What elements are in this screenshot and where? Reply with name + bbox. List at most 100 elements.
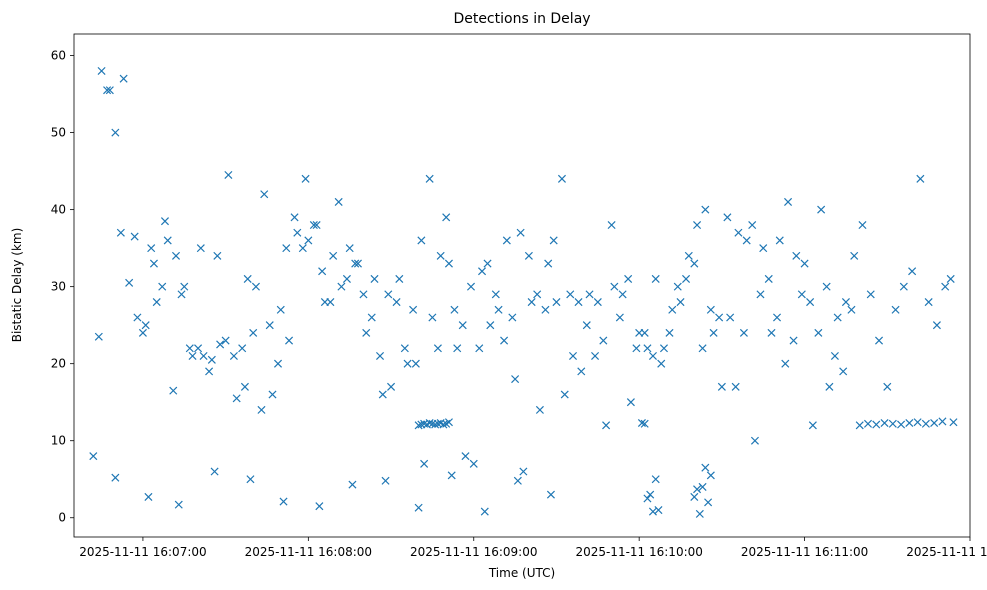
data-point	[739, 328, 748, 337]
data-point	[825, 382, 834, 391]
data-point	[723, 213, 732, 222]
data-point	[535, 405, 544, 414]
data-point	[830, 351, 839, 361]
data-point	[425, 174, 434, 183]
data-point	[480, 507, 489, 516]
data-point	[648, 351, 657, 361]
data-point	[706, 471, 715, 480]
data-point	[704, 498, 713, 507]
data-point	[312, 221, 321, 230]
data-point	[637, 418, 646, 428]
x-tick-label: 2025-11-11 16:10:00	[575, 545, 702, 559]
data-point	[251, 282, 260, 291]
y-tick-label: 60	[51, 49, 66, 63]
data-point	[196, 244, 205, 253]
data-point	[684, 251, 693, 260]
y-tick-label: 0	[58, 511, 66, 525]
data-point	[916, 174, 925, 183]
data-point	[759, 244, 768, 253]
x-tick-label: 2025-11-11 16:11:00	[741, 545, 868, 559]
data-point	[784, 197, 793, 206]
data-point	[400, 344, 409, 353]
data-point	[433, 344, 442, 353]
data-point	[524, 251, 533, 260]
data-point	[850, 251, 859, 260]
data-point	[334, 197, 343, 206]
data-point	[409, 305, 418, 314]
data-point	[144, 492, 153, 501]
data-point	[552, 298, 561, 307]
data-point	[673, 282, 682, 291]
data-point	[640, 419, 649, 428]
data-point	[265, 321, 274, 330]
data-point	[709, 328, 718, 337]
data-point	[808, 421, 817, 430]
data-point	[924, 298, 933, 307]
data-point	[883, 382, 892, 391]
data-point	[249, 328, 258, 337]
y-axis-ticks: 0 10 20 30 40 50 60	[51, 49, 74, 525]
data-point	[772, 313, 782, 322]
data-point	[577, 367, 586, 376]
data-point	[855, 421, 864, 430]
data-point	[169, 386, 178, 395]
data-point	[726, 313, 735, 322]
data-point	[734, 228, 743, 237]
data-point	[483, 259, 492, 268]
data-point	[750, 436, 759, 445]
data-point	[938, 417, 947, 426]
data-point	[833, 313, 842, 322]
data-point	[847, 305, 856, 314]
data-point	[381, 476, 390, 485]
data-point	[715, 313, 724, 322]
data-point	[527, 298, 536, 307]
data-point	[185, 344, 194, 353]
data-point	[822, 282, 831, 291]
data-point	[701, 463, 710, 472]
data-point	[949, 418, 958, 427]
data-point	[461, 452, 470, 461]
data-point	[701, 205, 710, 214]
data-point	[841, 298, 850, 307]
data-point	[458, 321, 467, 330]
data-point	[693, 221, 702, 230]
y-axis-label: Bistatic Delay (km)	[10, 228, 24, 343]
data-point	[814, 328, 823, 337]
data-point	[792, 251, 801, 260]
data-point	[342, 274, 351, 283]
data-point	[392, 298, 401, 307]
data-point	[177, 290, 186, 299]
data-point	[257, 405, 266, 414]
data-point	[174, 500, 183, 509]
data-point	[897, 420, 906, 429]
data-point	[863, 419, 873, 428]
data-point	[888, 419, 897, 428]
data-point	[444, 259, 453, 268]
data-point	[276, 305, 285, 314]
data-point	[494, 305, 503, 314]
data-point	[301, 174, 310, 183]
y-tick-label: 10	[51, 434, 66, 448]
data-point	[130, 232, 139, 241]
data-point	[475, 344, 484, 353]
data-point	[874, 336, 884, 345]
data-point	[568, 351, 578, 361]
data-point	[585, 290, 594, 299]
x-axis-label: Time (UTC)	[488, 566, 555, 580]
data-point	[387, 382, 396, 391]
data-point	[285, 336, 294, 345]
data-point	[138, 328, 147, 337]
data-point	[921, 419, 930, 428]
data-point	[668, 305, 677, 314]
data-point	[97, 66, 106, 75]
data-point	[858, 221, 867, 230]
data-point	[439, 420, 448, 429]
data-point	[546, 490, 555, 499]
data-point	[582, 321, 591, 330]
y-tick-label: 50	[51, 126, 66, 140]
data-point	[315, 502, 324, 511]
data-point	[731, 382, 740, 391]
data-point	[781, 359, 790, 368]
